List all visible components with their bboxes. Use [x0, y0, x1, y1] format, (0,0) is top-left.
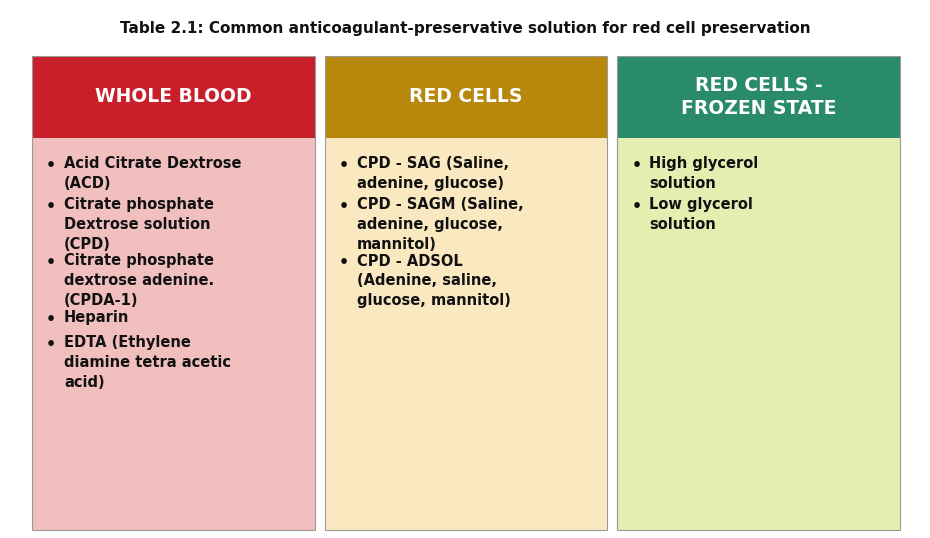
- Text: Heparin: Heparin: [64, 310, 129, 325]
- Text: •: •: [339, 158, 349, 173]
- Text: Acid Citrate Dextrose
(ACD): Acid Citrate Dextrose (ACD): [64, 156, 242, 191]
- Text: •: •: [46, 256, 56, 271]
- Text: •: •: [339, 199, 349, 214]
- Text: Low glycerol
solution: Low glycerol solution: [649, 197, 753, 232]
- Text: CPD - SAG (Saline,
adenine, glucose): CPD - SAG (Saline, adenine, glucose): [357, 156, 509, 191]
- Text: •: •: [46, 312, 56, 327]
- Text: •: •: [46, 337, 56, 352]
- Text: CPD - ADSOL
(Adenine, saline,
glucose, mannitol): CPD - ADSOL (Adenine, saline, glucose, m…: [357, 253, 511, 308]
- Text: •: •: [631, 158, 642, 173]
- Bar: [618, 138, 900, 530]
- Text: Table 2.1: Common anticoagulant-preservative solution for red cell preservation: Table 2.1: Common anticoagulant-preserva…: [120, 20, 810, 36]
- Bar: [618, 56, 900, 530]
- Text: Citrate phosphate
Dextrose solution
(CPD): Citrate phosphate Dextrose solution (CPD…: [64, 197, 214, 252]
- Text: Citrate phosphate
dextrose adenine.
(CPDA-1): Citrate phosphate dextrose adenine. (CPD…: [64, 253, 214, 308]
- Text: WHOLE BLOOD: WHOLE BLOOD: [95, 88, 252, 107]
- Text: EDTA (Ethylene
diamine tetra acetic
acid): EDTA (Ethylene diamine tetra acetic acid…: [64, 336, 231, 390]
- Bar: [618, 56, 900, 138]
- Text: •: •: [631, 199, 642, 214]
- Bar: [32, 56, 314, 530]
- Text: •: •: [339, 256, 349, 271]
- Bar: [32, 56, 314, 138]
- Bar: [325, 138, 607, 530]
- Bar: [32, 138, 314, 530]
- Text: High glycerol
solution: High glycerol solution: [649, 156, 759, 191]
- Text: CPD - SAGM (Saline,
adenine, glucose,
mannitol): CPD - SAGM (Saline, adenine, glucose, ma…: [357, 197, 524, 252]
- Text: •: •: [46, 199, 56, 214]
- Text: •: •: [46, 158, 56, 173]
- Bar: [325, 56, 607, 138]
- Bar: [325, 56, 607, 530]
- Text: RED CELLS -
FROZEN STATE: RED CELLS - FROZEN STATE: [681, 76, 836, 118]
- Text: RED CELLS: RED CELLS: [409, 88, 523, 107]
